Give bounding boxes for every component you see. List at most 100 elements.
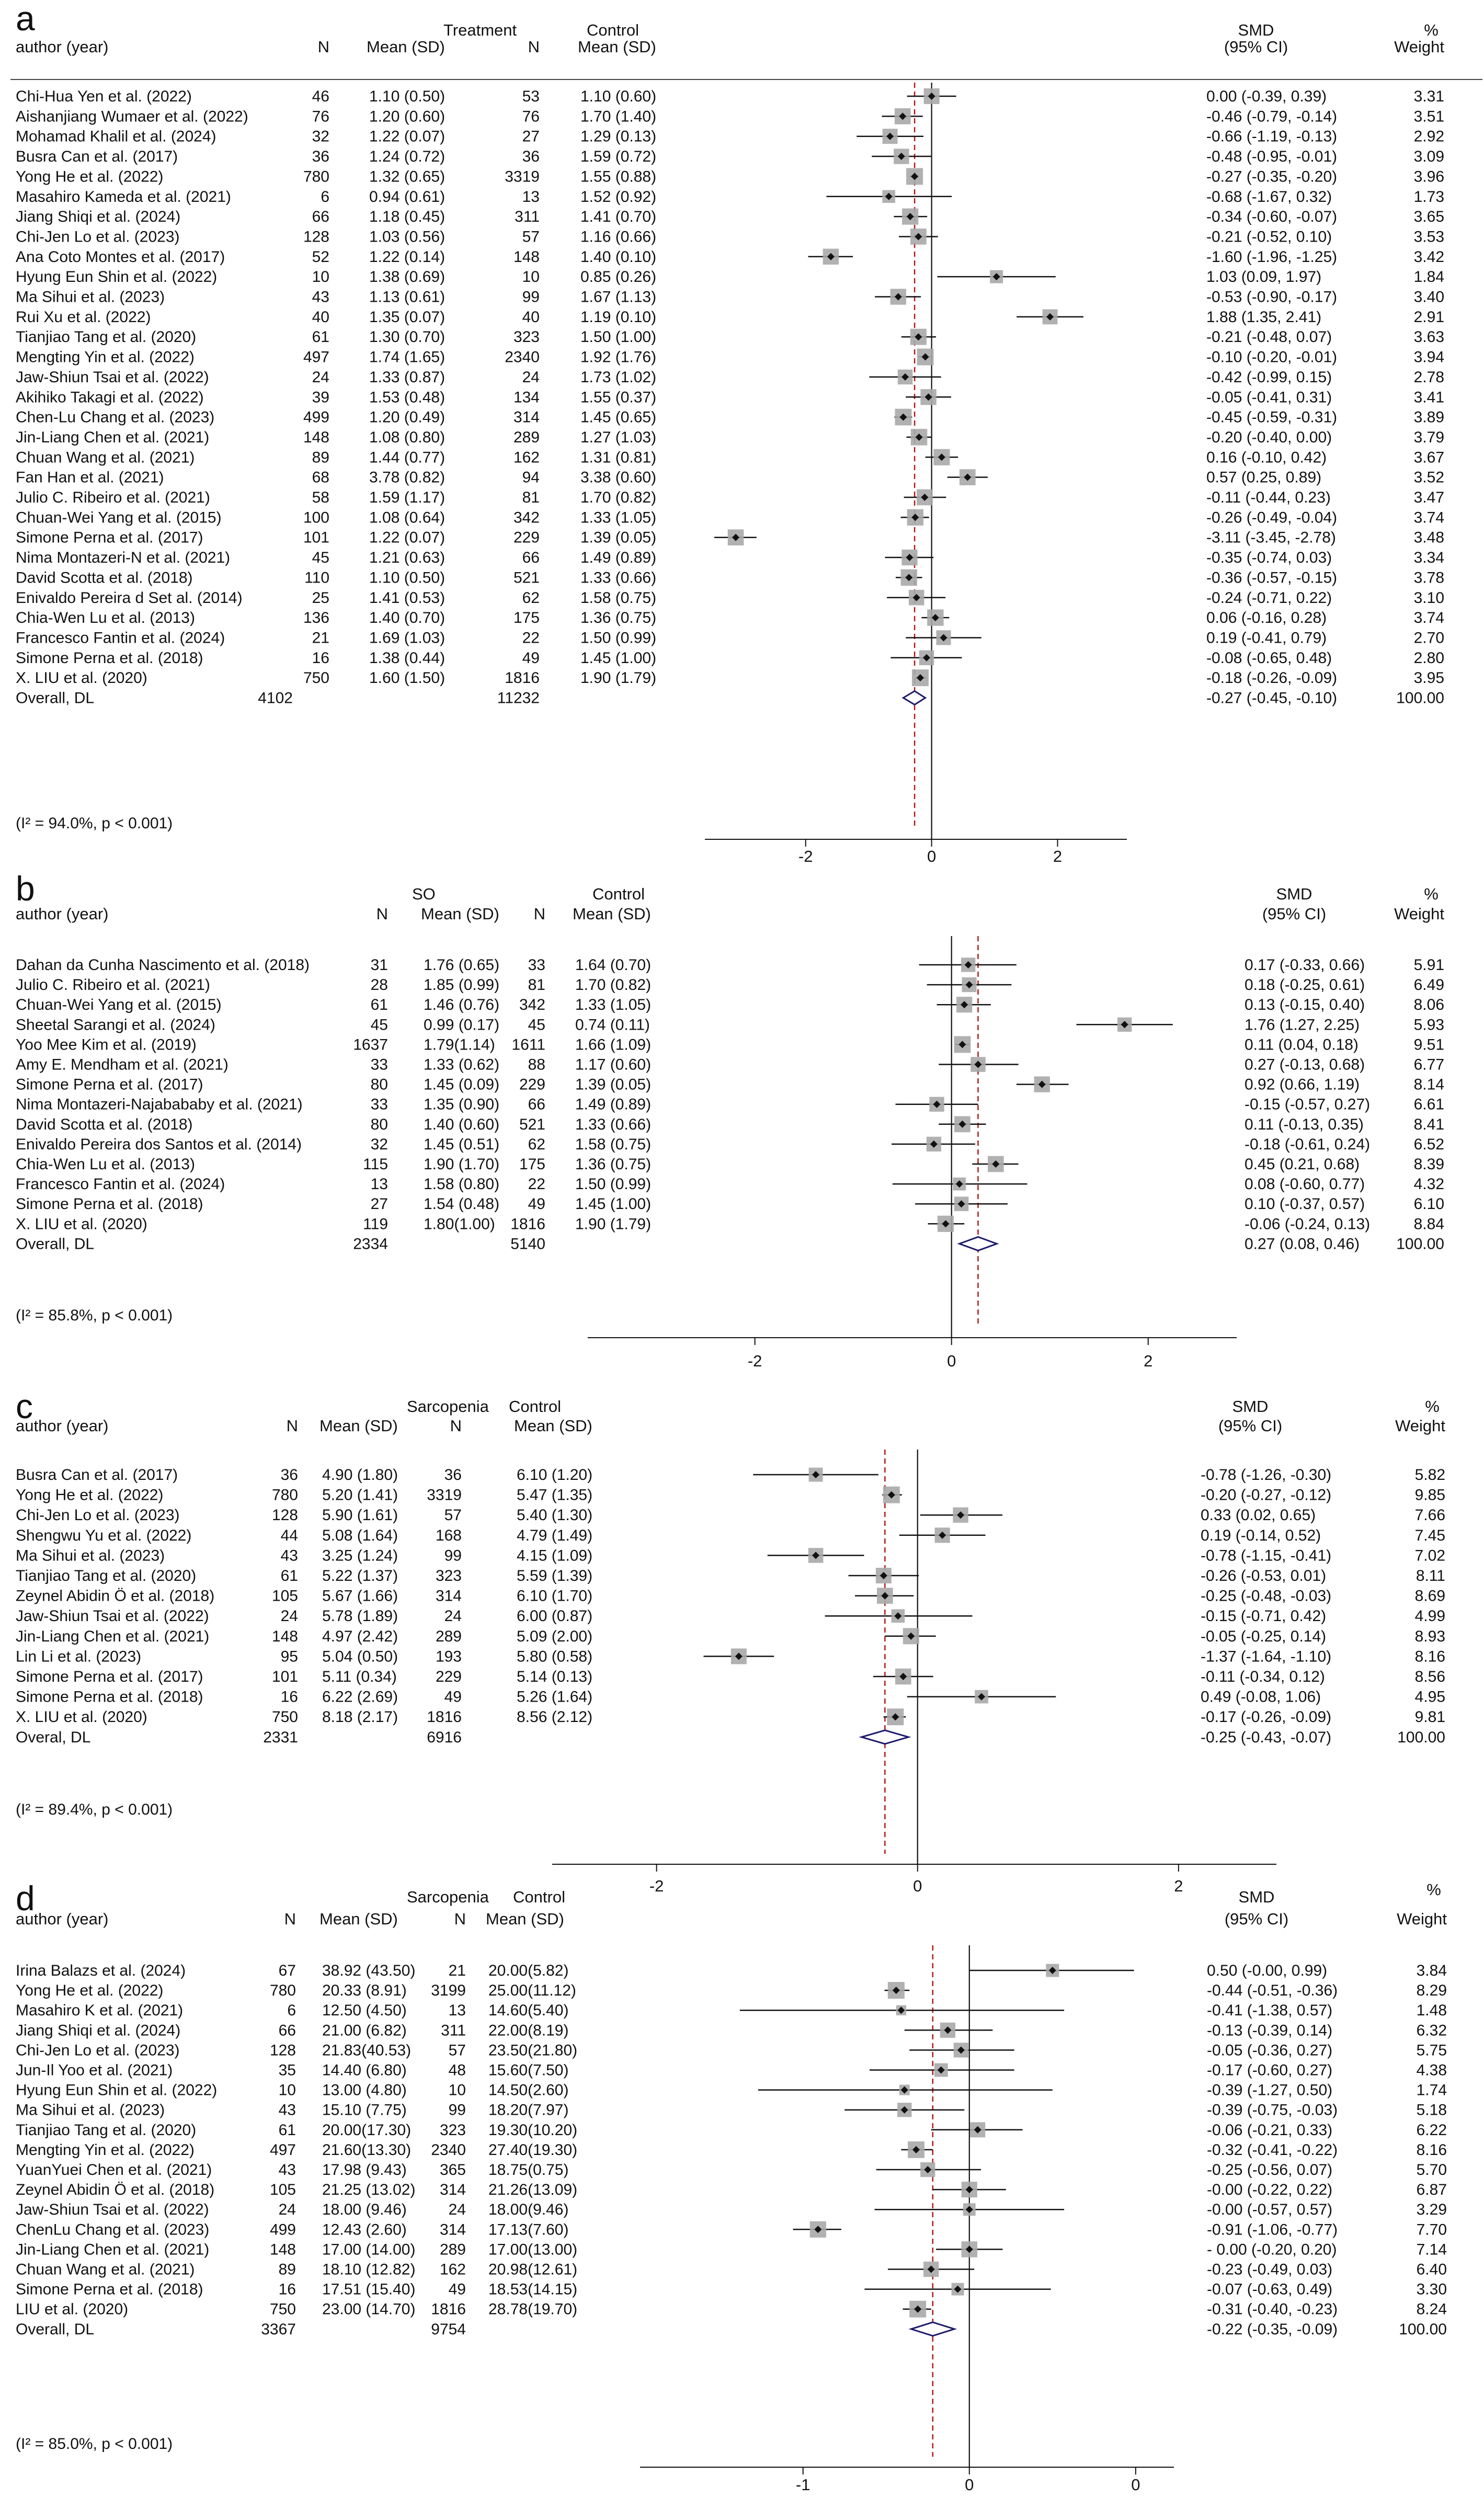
smd-ci-text: 0.17 (-0.33, 0.66) xyxy=(1245,956,1365,974)
study-author: Francesco Fantin et al. (2024) xyxy=(16,1176,225,1193)
study-author: X. LIU et al. (2020) xyxy=(16,669,147,687)
smd-ci-text: - 0.00 (-0.20, 0.20) xyxy=(1207,2241,1337,2258)
group-n: 24 xyxy=(279,2201,296,2218)
weight-text: 3.34 xyxy=(1414,549,1444,566)
weight-text: 3.79 xyxy=(1414,429,1444,446)
study-author: Chuan-Wei Yang et al. (2015) xyxy=(16,996,222,1013)
weight-text: 6.52 xyxy=(1414,1136,1444,1153)
study-row: Julio C. Ribeiro et al. (2021) 28 1.85 (0.… xyxy=(16,976,1444,994)
study-row: Tianjiao Tang et al. (2020) 61 5.22 (1.37)… xyxy=(16,1567,1445,1584)
weight-text: 3.52 xyxy=(1414,469,1444,486)
point-estimate xyxy=(899,112,907,120)
study-row: Ma Sihui et al. (2023) 43 1.13 (0.61) 99 1.6… xyxy=(16,289,1444,306)
point-estimate xyxy=(957,1200,965,1208)
smd-ci-text: 1.03 (0.09, 1.97) xyxy=(1206,268,1321,286)
study-row: Nima Montazeri-Najabababy et al. (2021) 3… xyxy=(16,1096,1444,1113)
header-weight: Weight xyxy=(1394,38,1444,56)
control-n: 175 xyxy=(519,1156,545,1173)
x-tick-label: 0 xyxy=(913,1877,922,1895)
header-mean-control: Mean (SD) xyxy=(486,1910,564,1928)
control-n: 40 xyxy=(522,309,540,326)
group-n: 43 xyxy=(281,1547,298,1564)
control-n: 289 xyxy=(513,429,540,446)
control-n: 3199 xyxy=(431,1982,466,1999)
x-tick-label: 0 xyxy=(1131,2476,1140,2494)
weight-text: 3.40 xyxy=(1414,289,1444,306)
weight-text: 9.51 xyxy=(1414,1036,1444,1053)
study-row: Aishanjiang Wumaer et al. (2022) 76 1.20 (… xyxy=(16,108,1444,125)
smd-ci-text: -0.48 (-0.95, -0.01) xyxy=(1206,148,1337,165)
study-row: Akihiko Takagi et al. (2022) 39 1.53 (0.48… xyxy=(16,389,1444,406)
header-author: author (year) xyxy=(16,1417,108,1435)
overall-ci-text: -0.22 (-0.35, -0.09) xyxy=(1207,2321,1338,2338)
group-n: 497 xyxy=(303,349,329,366)
point-estimate xyxy=(899,413,907,421)
group-mean-sd: 12.43 (2.60) xyxy=(322,2221,407,2238)
study-author: Chuan Wang et al. (2021) xyxy=(16,2261,195,2278)
point-estimate xyxy=(911,514,919,521)
smd-ci-text: -3.11 (-3.45, -2.78) xyxy=(1206,529,1336,546)
control-mean-sd: 1.29 (0.13) xyxy=(580,128,656,145)
point-estimate xyxy=(931,614,939,622)
group-n: 497 xyxy=(270,2141,296,2159)
study-author: Chia-Wen Lu et al. (2013) xyxy=(16,609,195,626)
group-mean-sd: 3.78 (0.82) xyxy=(369,469,445,486)
control-n: 49 xyxy=(449,2281,466,2298)
control-mean-sd: 6.00 (0.87) xyxy=(517,1607,592,1625)
header-control-name: Control xyxy=(509,1397,561,1416)
control-n: 45 xyxy=(528,1016,545,1033)
group-mean-sd: 8.18 (2.17) xyxy=(322,1708,398,1726)
group-n: 6 xyxy=(287,2002,296,2019)
study-row: Nima Montazeri-N et al. (2021) 45 1.21 (0.… xyxy=(16,549,1444,566)
control-mean-sd: 1.70 (0.82) xyxy=(575,976,651,994)
group-mean-sd: 4.97 (2.42) xyxy=(322,1628,398,1645)
group-n: 45 xyxy=(312,549,329,566)
control-n: 2340 xyxy=(431,2141,466,2159)
group-mean-sd: 1.76 (0.65) xyxy=(424,956,499,974)
weight-text: 3.10 xyxy=(1414,589,1444,607)
smd-ci-text: -0.18 (-0.61, 0.24) xyxy=(1245,1136,1370,1153)
group-mean-sd: 1.45 (0.09) xyxy=(424,1076,499,1093)
group-mean-sd: 21.60(13.30) xyxy=(322,2141,411,2159)
group-n: 32 xyxy=(371,1136,388,1153)
study-author: Tianjiao Tang et al. (2020) xyxy=(16,1567,196,1584)
control-n: 1816 xyxy=(431,2301,466,2318)
point-estimate xyxy=(978,1693,986,1701)
smd-ci-text: -0.35 (-0.74, 0.03) xyxy=(1206,549,1332,566)
control-n: 66 xyxy=(522,549,540,566)
smd-ci-text: -0.27 (-0.35, -0.20) xyxy=(1206,168,1337,185)
header-percent: % xyxy=(1425,1397,1440,1416)
group-mean-sd: 1.79(1.14) xyxy=(424,1036,495,1053)
study-author: Masahiro K et al. (2021) xyxy=(16,2002,183,2019)
group-mean-sd: 21.00 (6.82) xyxy=(322,2022,407,2039)
study-author: Nima Montazeri-Najabababy et al. (2021) xyxy=(16,1096,303,1113)
study-author: Hyung Eun Shin et al. (2022) xyxy=(16,268,217,286)
group-mean-sd: 0.99 (0.17) xyxy=(424,1016,499,1033)
study-row: Francesco Fantin et al. (2024) 21 1.69 (1.… xyxy=(16,629,1444,646)
weight-text: 3.89 xyxy=(1414,409,1444,426)
control-n: 22 xyxy=(522,629,540,646)
control-mean-sd: 1.67 (1.13) xyxy=(580,289,656,306)
control-n: 323 xyxy=(513,328,540,346)
study-author: Simone Perna et al. (2017) xyxy=(16,529,203,546)
point-estimate xyxy=(992,1160,1000,1168)
study-row: Lin Li et al. (2023) 95 5.04 (0.50) 193 5.80… xyxy=(16,1648,1445,1665)
study-author: Amy E. Mendham et al. (2021) xyxy=(16,1056,229,1074)
control-n: 1611 xyxy=(511,1036,545,1053)
group-n: 780 xyxy=(270,1982,296,1999)
study-author: Mohamad Khalil et al. (2024) xyxy=(16,128,216,145)
study-row: Chen-Lu Chang et al. (2023) 499 1.20 (0.49… xyxy=(16,409,1444,426)
control-n: 148 xyxy=(513,248,540,266)
study-author: Simone Perna et al. (2018) xyxy=(16,1195,203,1213)
header-author: author (year) xyxy=(16,1910,108,1928)
point-estimate xyxy=(907,1632,915,1640)
x-tick-label: -1 xyxy=(796,2476,811,2494)
smd-ci-text: -0.08 (-0.65, 0.48) xyxy=(1206,649,1332,667)
weight-text: 7.02 xyxy=(1415,1547,1445,1564)
smd-ci-text: -0.21 (-0.48, 0.07) xyxy=(1206,328,1332,346)
smd-ci-text: 0.10 (-0.37, 0.57) xyxy=(1245,1195,1365,1213)
weight-text: 6.10 xyxy=(1414,1195,1444,1213)
point-estimate xyxy=(897,2006,905,2014)
